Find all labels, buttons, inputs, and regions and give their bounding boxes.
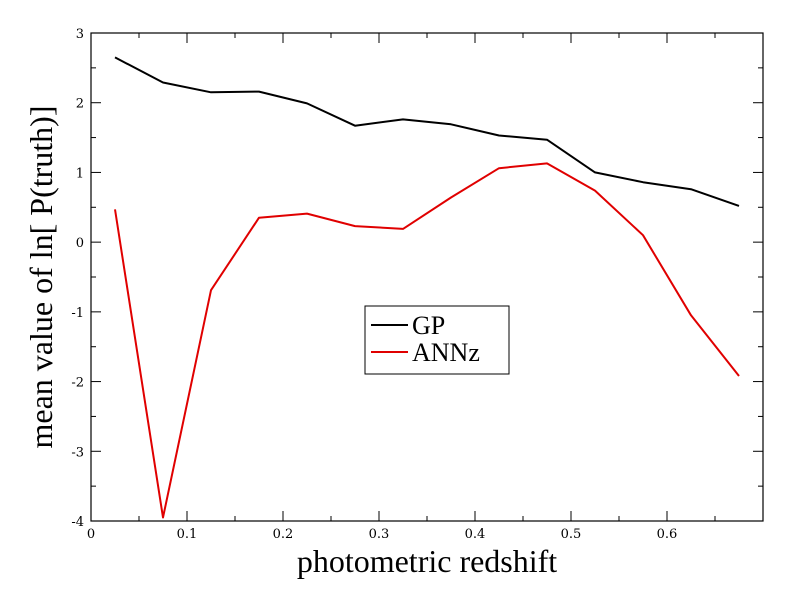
y-tick-label: 0	[76, 236, 84, 251]
y-tick-label: -3	[71, 445, 84, 460]
axis-ticks	[90, 32, 763, 522]
x-tick-label: 0	[87, 527, 95, 542]
x-tick-label: 0.2	[273, 527, 294, 542]
series-line-annz	[114, 162, 740, 519]
plot-frame	[90, 32, 764, 522]
x-tick-label: 0.5	[561, 527, 582, 542]
x-tick-label: 0.4	[465, 527, 486, 542]
legend-label-gp: GP	[412, 311, 445, 340]
y-tick-label: 1	[76, 166, 84, 181]
legend-box	[364, 305, 510, 375]
y-tick-label: 3	[76, 27, 84, 42]
y-tick-label: -2	[71, 376, 84, 391]
legend: GP ANNz	[364, 305, 510, 375]
series-line-gp	[114, 56, 740, 207]
y-tick-label: -1	[71, 306, 84, 321]
y-tick-label: -4	[71, 515, 84, 530]
x-axis-label: photometric redshift	[297, 543, 557, 579]
x-tick-label: 0.6	[657, 527, 678, 542]
x-tick-label: 0.1	[177, 527, 198, 542]
axis-tick-labels: 0 0.1 0.2 0.3 0.4 0.5 0.6 -4 -3 -2 -1 0 1 2 3	[71, 27, 677, 542]
x-tick-label: 0.3	[369, 527, 390, 542]
y-tick-label: 2	[76, 97, 84, 112]
y-axis-label: mean value of ln[ P(truth)]	[23, 106, 59, 449]
legend-label-annz: ANNz	[412, 338, 480, 367]
series-lines	[114, 56, 740, 519]
